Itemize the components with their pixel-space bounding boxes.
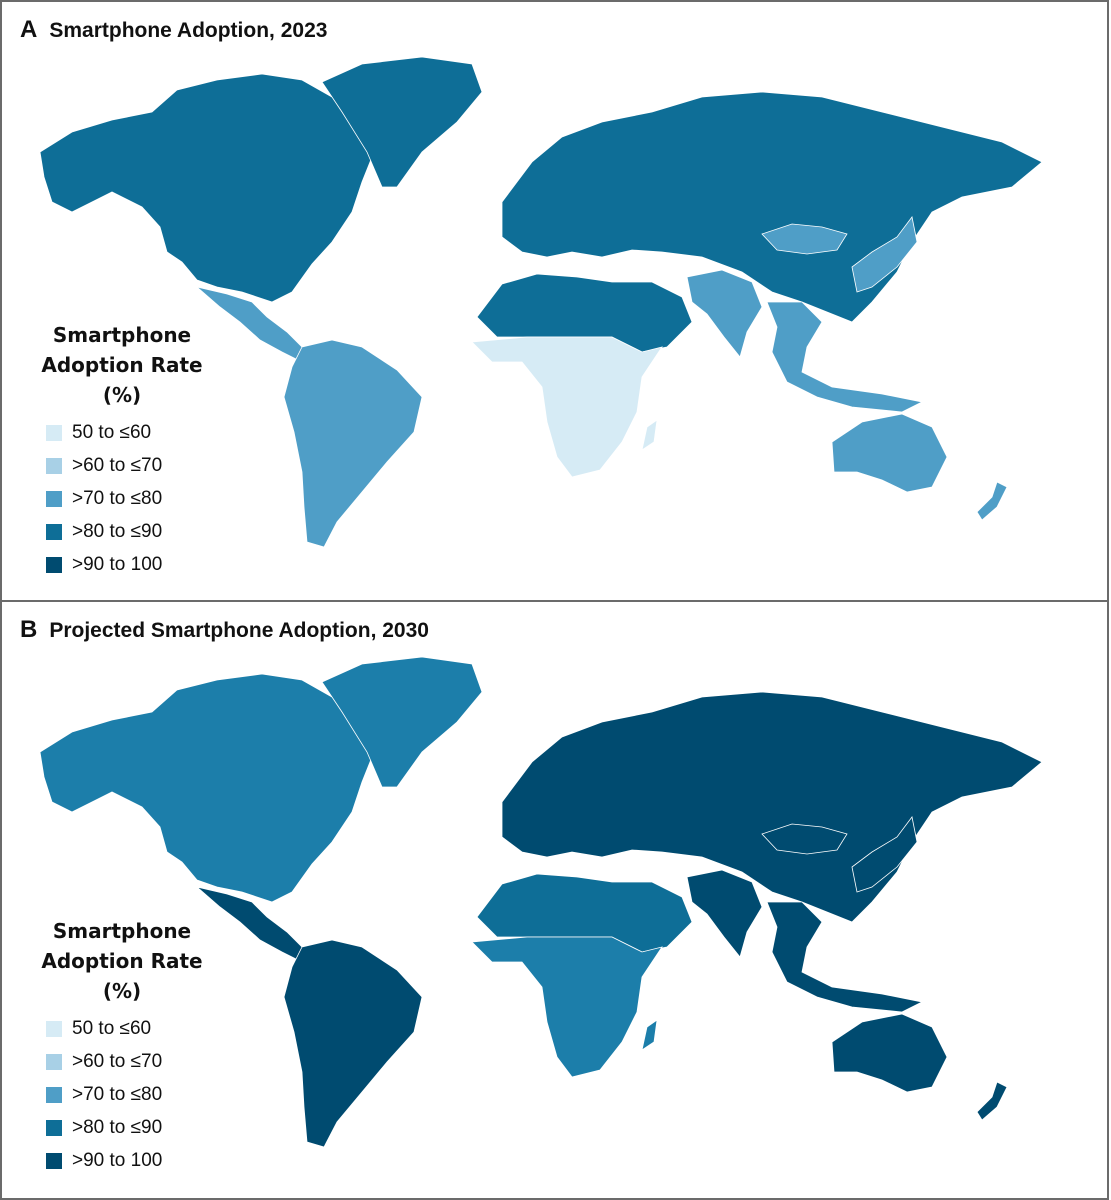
region-mexico-central-america [196,286,315,363]
region-south-america [283,339,423,548]
region-mongolia [761,823,848,855]
legend-b-label: >90 to 100 [72,1149,163,1171]
legend-b-item: >70 to ≤80 [32,1078,212,1111]
legend-a-item: >90 to 100 [32,548,212,581]
region-greenland [321,656,483,788]
region-mongolia [761,223,848,255]
region-north-america [39,73,375,303]
legend-b-title: Smartphone Adoption Rate (%) [32,916,212,1006]
legend-a-label: >80 to ≤90 [72,520,163,542]
legend-a-label: >70 to ≤80 [72,487,163,509]
panel-b-header: B Projected Smartphone Adoption, 2030 [20,616,429,644]
region-north-america [39,673,375,903]
region-new-zealand [976,481,1008,521]
legend-b-swatch [46,1020,62,1037]
region-australia [831,413,948,493]
legend-b-title-line3: (%) [102,979,142,1003]
region-madagascar [641,419,658,451]
region-south-asia [686,269,763,358]
legend-b-label: >60 to ≤70 [72,1050,163,1072]
world-map-2023 [39,56,1043,548]
legend-a-title-line1: Smartphone [52,323,192,347]
region-new-zealand [976,1081,1008,1121]
legend-a-title-line3: (%) [102,383,142,407]
region-sub-saharan-africa [471,936,663,1078]
legend-b-item: >90 to 100 [32,1144,212,1177]
legend-b-item: 50 to ≤60 [32,1012,212,1045]
legend-a-swatch [46,556,62,573]
region-south-america [283,939,423,1148]
panel-b-letter: B [20,616,38,643]
legend-b-swatch [46,1152,62,1169]
legend-a-title: Smartphone Adoption Rate (%) [32,320,212,410]
region-madagascar [641,1019,658,1051]
panel-a-letter: A [20,16,38,43]
legend-a-swatch [46,490,62,507]
legend-b-swatch [46,1053,62,1070]
legend-b-label: >80 to ≤90 [72,1116,163,1138]
legend-a-item: >70 to ≤80 [32,482,212,515]
legend-b-title-line2: Adoption Rate [41,949,203,973]
region-greenland [321,56,483,188]
region-southeast-asia [766,301,924,413]
legend-a-label: 50 to ≤60 [72,421,152,443]
panel-a: A Smartphone Adoption, 2023 Smartphone Ad… [0,0,1109,602]
legend-b-item: >60 to ≤70 [32,1045,212,1078]
legend-a-label: >90 to 100 [72,553,163,575]
legend-b-title-line1: Smartphone [52,919,192,943]
panel-b: B Projected Smartphone Adoption, 2030 Sma… [0,602,1109,1200]
panel-b-title: Projected Smartphone Adoption, 2030 [49,619,429,642]
legend-a-item: >60 to ≤70 [32,449,212,482]
legend-a-item: 50 to ≤60 [32,416,212,449]
region-mexico-central-america [196,886,315,963]
legend-a-swatch [46,457,62,474]
region-southeast-asia [766,901,924,1013]
region-sub-saharan-africa [471,336,663,478]
legend-b-label: >70 to ≤80 [72,1083,163,1105]
legend-b: Smartphone Adoption Rate (%) 50 to ≤60 >… [32,916,212,1177]
legend-a-label: >60 to ≤70 [72,454,163,476]
panel-a-title: Smartphone Adoption, 2023 [49,19,328,42]
legend-b-item: >80 to ≤90 [32,1111,212,1144]
legend-b-label: 50 to ≤60 [72,1017,152,1039]
panel-a-header: A Smartphone Adoption, 2023 [20,16,327,44]
world-map-2030 [39,656,1043,1148]
legend-b-swatch [46,1086,62,1103]
legend-a-title-line2: Adoption Rate [41,353,203,377]
legend-b-swatch [46,1119,62,1136]
region-japan-korea [851,216,918,293]
region-australia [831,1013,948,1093]
legend-a: Smartphone Adoption Rate (%) 50 to ≤60 >… [32,320,212,581]
region-japan-korea [851,816,918,893]
legend-a-swatch [46,424,62,441]
legend-a-item: >80 to ≤90 [32,515,212,548]
region-south-asia [686,869,763,958]
legend-a-swatch [46,523,62,540]
